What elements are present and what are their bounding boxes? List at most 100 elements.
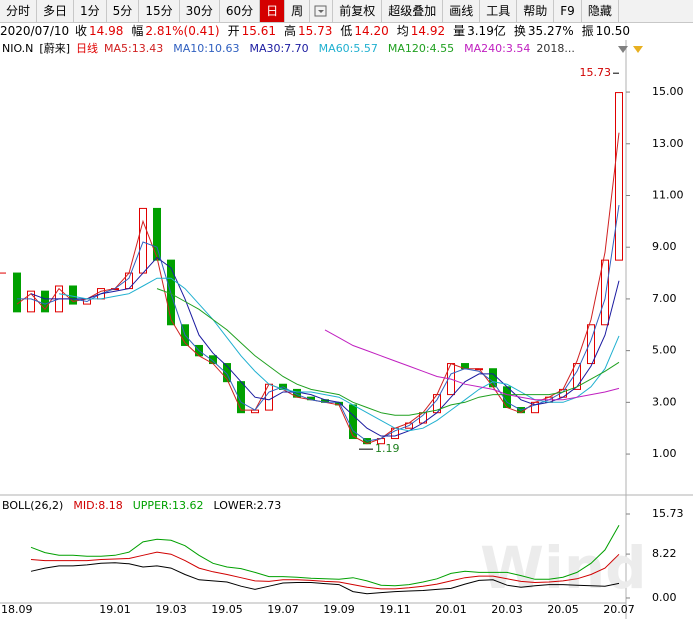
legend-arrow[interactable] xyxy=(618,46,628,53)
panel-title: BOLL(26,2) xyxy=(2,499,63,512)
candle xyxy=(615,92,623,261)
legend-entry: MA10:10.63 xyxy=(173,42,239,55)
toolbar-button[interactable]: F9 xyxy=(554,0,582,22)
quote-date: 2020/07/10 xyxy=(0,24,70,38)
legend-entry: MA30:7.70 xyxy=(249,42,308,55)
toolbar-dropdown[interactable] xyxy=(310,0,334,22)
candle xyxy=(139,207,147,274)
y-tick-label: 5.00 xyxy=(652,344,677,357)
toolbar-button[interactable]: 隐藏 xyxy=(582,0,619,22)
toolbar-button[interactable]: 15分 xyxy=(139,0,180,22)
legend-arrow[interactable] xyxy=(633,46,643,53)
legend-text: NIO.N xyxy=(2,42,33,55)
legend-text: [蔚来] xyxy=(39,42,70,55)
quote-value: 35.27% xyxy=(527,24,574,38)
ma-line xyxy=(17,205,620,442)
quote-label: 收 xyxy=(75,24,88,38)
quote-label: 低 xyxy=(340,24,353,38)
toolbar-button[interactable]: 日 xyxy=(260,0,286,22)
ma-line xyxy=(30,256,620,437)
quote-label: 开 xyxy=(227,24,240,38)
legend-more: 2018... xyxy=(536,42,574,55)
legend-entry: LOWER:2.73 xyxy=(214,499,282,512)
quote-label: 量 xyxy=(453,24,466,38)
x-tick-label: 19.03 xyxy=(155,603,187,616)
x-tick-label: 20.03 xyxy=(491,603,523,616)
y-tick-label: 3.00 xyxy=(652,395,677,408)
toolbar-button[interactable]: 1分 xyxy=(74,0,107,22)
toolbar-button[interactable]: 工具 xyxy=(480,0,518,22)
candle xyxy=(0,272,6,274)
x-tick-label: 19.09 xyxy=(323,603,355,616)
legend-entry: MID:8.18 xyxy=(73,499,122,512)
candle xyxy=(41,290,49,313)
quote-value: 2.81%(0.41) xyxy=(145,24,220,38)
quote-label: 均 xyxy=(396,24,409,38)
legend-entry: MA120:4.55 xyxy=(388,42,454,55)
toolbar-button[interactable]: 超级叠加 xyxy=(382,0,444,22)
toolbar-button[interactable]: 周 xyxy=(285,0,311,22)
x-tick-label: 20.07 xyxy=(603,603,635,616)
legend-entry: MA60:5.57 xyxy=(319,42,378,55)
candle xyxy=(601,259,609,326)
legend-text: 日线 xyxy=(76,41,98,55)
toolbar-button[interactable]: 帮助 xyxy=(517,0,555,22)
candle xyxy=(223,363,231,383)
quote-value: 15.61 xyxy=(241,24,276,38)
legend-entry: MA240:3.54 xyxy=(464,42,530,55)
quote-label: 高 xyxy=(283,24,296,38)
toolbar: 分时 多日 1分 5分 15分 30分 60分日周前复权 超级叠加 画线 工具 帮助 F9 隐藏 xyxy=(0,0,693,23)
candle xyxy=(587,324,595,365)
chart: Wind 1.00 3.00 5.00 7.00 9.00 11.00 13.00 15.00 N… xyxy=(0,40,693,619)
legend-entry: MA5:13.43 xyxy=(104,42,163,55)
ma-line xyxy=(156,288,620,416)
quote-value: 14.98 xyxy=(89,24,124,38)
quote-bar: 2020/07/10 收 14.98 幅 2.81%(0.41) 开 15.61 高 15.7… xyxy=(0,23,693,40)
y-tick-label: 15.73 xyxy=(652,507,684,520)
quote-value: 14.20 xyxy=(354,24,389,38)
y-tick-label: 11.00 xyxy=(652,188,684,201)
toolbar-button[interactable]: 多日 xyxy=(37,0,75,22)
watermark: Wind xyxy=(480,534,647,602)
boll-line xyxy=(30,551,620,590)
quote-label: 换 xyxy=(513,24,526,38)
quote-label: 振 xyxy=(581,24,594,38)
boll-line xyxy=(30,525,620,587)
x-tick-label: 20.01 xyxy=(435,603,467,616)
y-tick-label: 8.22 xyxy=(652,547,677,560)
candle xyxy=(27,290,35,313)
quote-value: 14.92 xyxy=(410,24,446,38)
toolbar-button[interactable]: 30分 xyxy=(180,0,220,22)
x-tick-label: 18.09 xyxy=(1,603,33,616)
candle xyxy=(153,207,161,261)
y-tick-label: 9.00 xyxy=(652,240,677,253)
y-tick-label: 13.00 xyxy=(652,137,684,150)
x-tick-label: 19.01 xyxy=(99,603,131,616)
y-tick-label: 0.00 xyxy=(652,591,677,604)
toolbar-button[interactable]: 5分 xyxy=(107,0,140,22)
x-tick-label: 19.05 xyxy=(211,603,243,616)
boll-line xyxy=(30,562,620,595)
quote-label: 幅 xyxy=(131,24,144,38)
y-tick-label: 15.00 xyxy=(652,85,684,98)
annotation-label: 15.73 xyxy=(580,66,612,79)
candle xyxy=(69,285,77,305)
quote-value: 3.19亿 xyxy=(467,24,506,38)
candle xyxy=(349,404,357,440)
y-tick-label: 1.00 xyxy=(652,447,677,460)
quote-value: 15.73 xyxy=(297,24,333,38)
toolbar-button[interactable]: 分时 xyxy=(0,0,38,22)
toolbar-button[interactable]: 画线 xyxy=(443,0,481,22)
legend-entry: UPPER:13.62 xyxy=(133,499,204,512)
x-tick-label: 20.05 xyxy=(547,603,579,616)
toolbar-button[interactable]: 60分 xyxy=(220,0,261,22)
quote-value: 10.50 xyxy=(595,24,630,38)
ma-line xyxy=(324,329,620,401)
x-tick-label: 19.07 xyxy=(267,603,299,616)
annotation-label: 1.19 xyxy=(375,442,400,455)
toolbar-button[interactable]: 前复权 xyxy=(333,0,383,22)
y-tick-label: 7.00 xyxy=(652,292,677,305)
candle xyxy=(13,272,21,313)
x-tick-label: 19.11 xyxy=(379,603,411,616)
